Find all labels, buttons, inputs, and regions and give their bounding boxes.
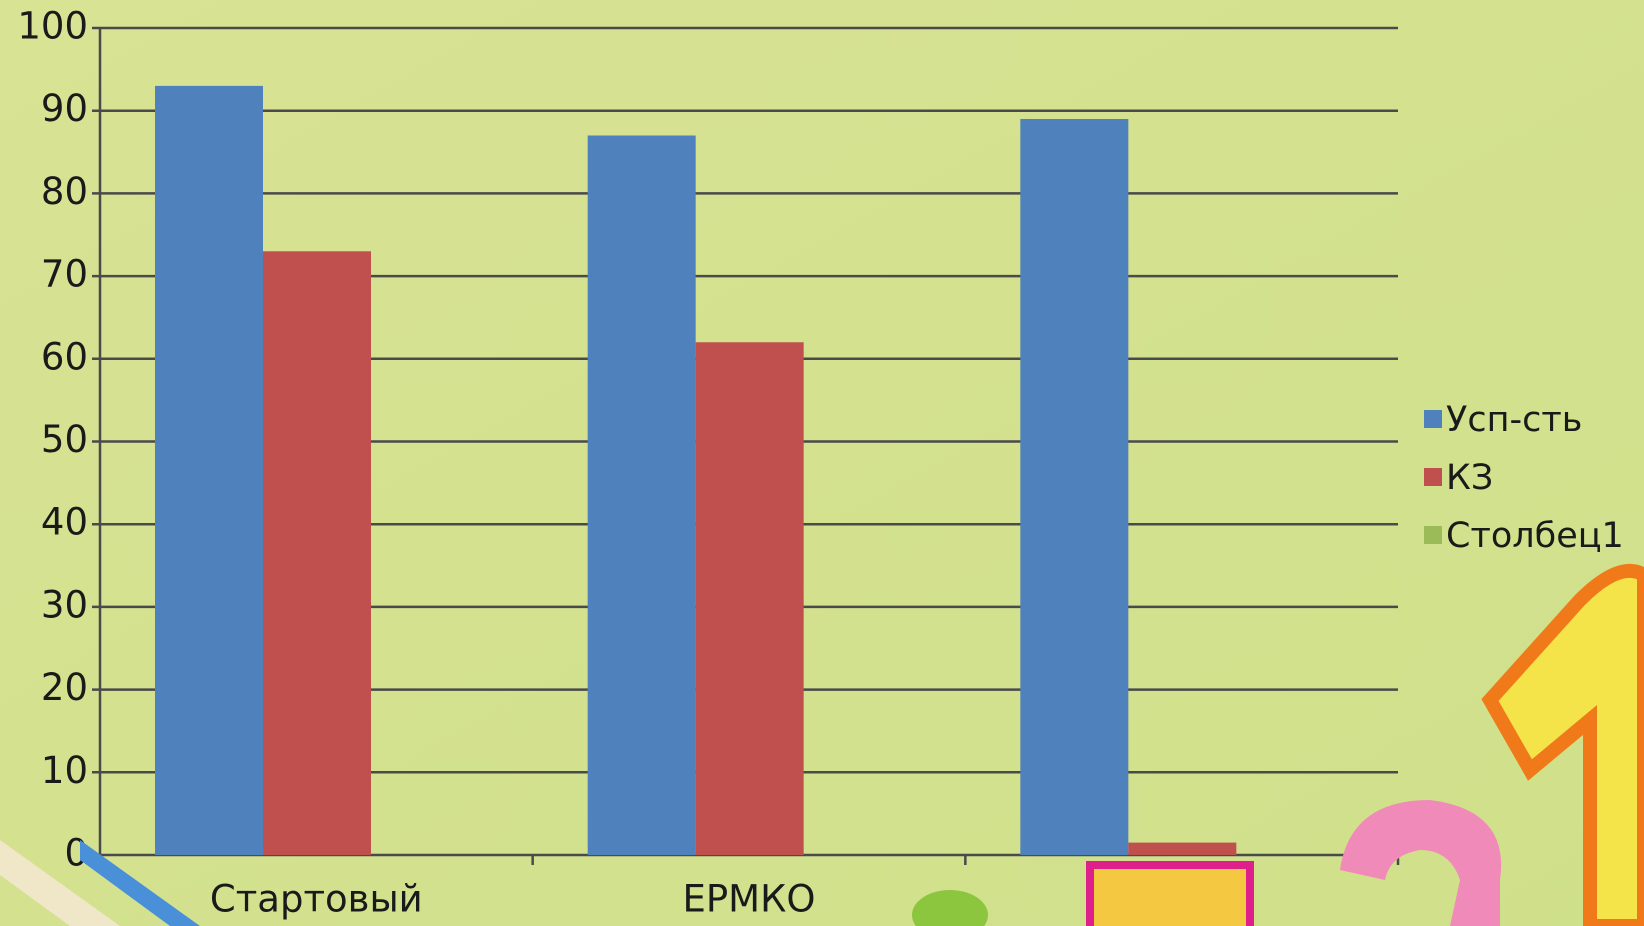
bar (1128, 843, 1236, 855)
bar (155, 86, 263, 855)
x-tick-label: Стартовый (210, 878, 423, 921)
bar (263, 251, 371, 855)
y-tick-label: 40 (41, 501, 88, 544)
chart: 0102030405060708090100СтартовыйЕРМКО1 п\… (0, 0, 1644, 926)
bar (696, 342, 804, 855)
y-tick-label: 90 (41, 87, 88, 130)
y-tick-label: 60 (41, 335, 88, 378)
bar (1020, 119, 1128, 855)
bar (588, 136, 696, 855)
page: {"chart_data": {"type": "bar", "categori… (0, 0, 1644, 926)
y-tick-label: 70 (41, 253, 88, 296)
legend-label: Усп-сть (1446, 400, 1582, 440)
legend-swatch (1424, 468, 1442, 486)
legend-swatch (1424, 526, 1442, 544)
y-tick-label: 20 (41, 666, 88, 709)
y-tick-label: 30 (41, 583, 88, 626)
x-tick-label: ЕРМКО (682, 878, 815, 921)
y-tick-label: 10 (41, 749, 88, 792)
legend-label: Столбец1 (1446, 516, 1624, 556)
legend-label: КЗ (1446, 458, 1493, 498)
decoration (1090, 865, 1250, 926)
y-tick-label: 80 (41, 170, 88, 213)
y-tick-label: 50 (41, 418, 88, 461)
legend-swatch (1424, 410, 1442, 428)
y-tick-label: 100 (17, 5, 88, 48)
